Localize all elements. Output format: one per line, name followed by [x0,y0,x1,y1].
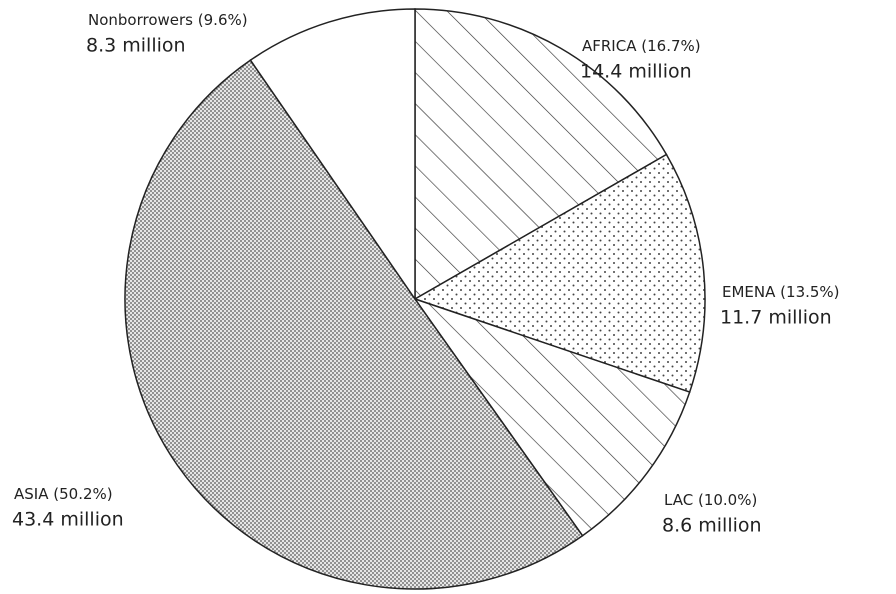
slice-label: AFRICA (16.7%) [582,37,701,55]
slice-label: Nonborrowers (9.6%) [88,11,248,29]
pie-slice [414,8,668,301]
slice-sublabel: 14.4 million [580,61,692,83]
category-name: Nonborrowers [88,11,193,29]
category-name: LAC [664,491,693,509]
slice-sublabel: 8.3 million [86,35,186,57]
value-label: (16.7%) [641,37,700,55]
category-name: ASIA [14,485,49,503]
value-label: (10.0%) [698,491,757,509]
pie-slice [413,153,706,394]
slice-sublabel: 11.7 million [720,307,832,329]
slice-label: ASIA (50.2%) [14,485,113,503]
value-label: (50.2%) [53,485,112,503]
slice-sublabel: 8.6 million [662,515,762,537]
slice-label: EMENA (13.5%) [722,283,840,301]
slice-label: LAC (10.0%) [664,491,757,509]
value-label: (9.6%) [198,11,248,29]
pie-slice [249,8,416,302]
slice-sublabel: 43.4 million [12,509,124,531]
value-label: (13.5%) [780,283,839,301]
pie-slice [413,297,691,537]
category-name: AFRICA [582,37,637,55]
category-name: EMENA [722,283,776,301]
pie-slice [124,59,584,590]
